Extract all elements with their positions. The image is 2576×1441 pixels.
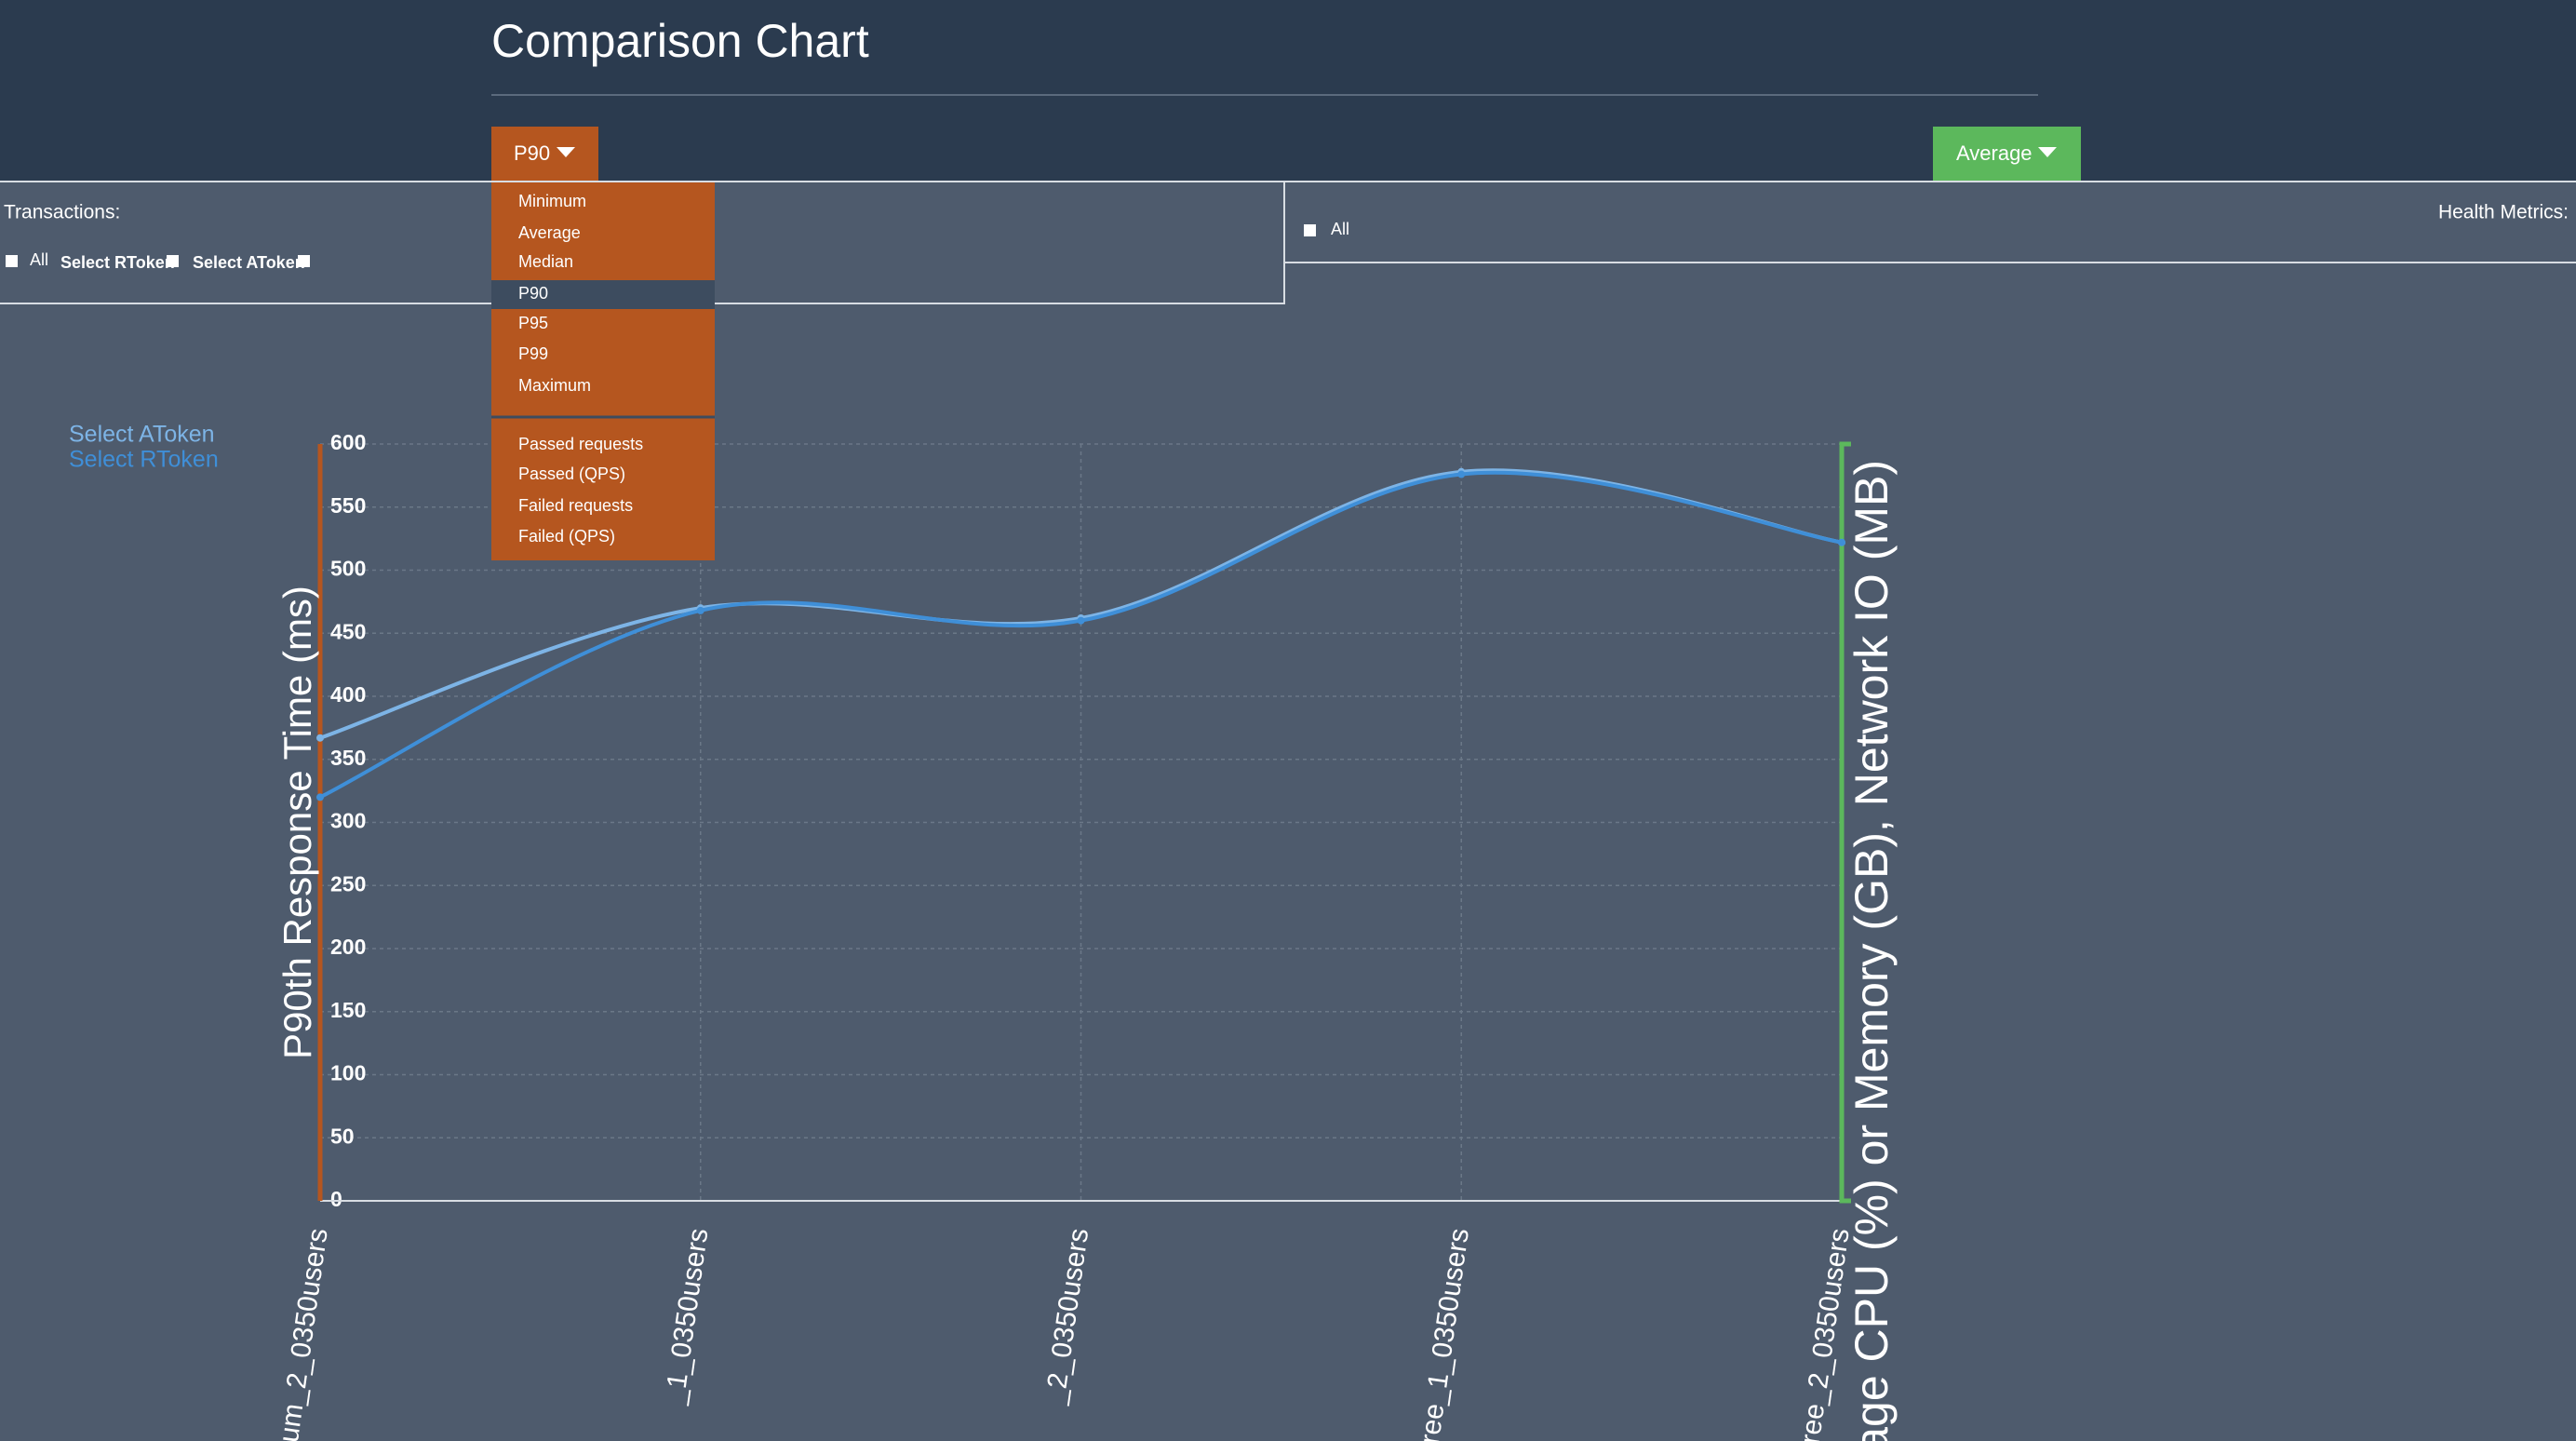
checkbox[interactable] [167, 255, 179, 267]
y-tick-label: 450 [330, 619, 366, 643]
health-button-label[interactable]: Average [1956, 141, 2033, 165]
checkbox[interactable] [1304, 224, 1316, 236]
menu-item[interactable]: Median [518, 252, 573, 271]
y2-axis-title: Average CPU (%) or Memory (GB), Network … [1845, 460, 1898, 1441]
menu-highlight [491, 280, 715, 309]
y-tick-label: 50 [330, 1124, 355, 1148]
y2-axis [1839, 441, 1851, 1204]
option-label[interactable]: All [1331, 220, 1349, 238]
menu-item[interactable]: Maximum [518, 376, 591, 395]
transactions-label: Transactions: [4, 202, 120, 223]
y-tick-label: 300 [330, 809, 366, 833]
menu-background [491, 182, 715, 560]
point [316, 793, 324, 801]
legend-entry[interactable]: Select AToken [69, 422, 215, 448]
option-label[interactable]: All [30, 250, 48, 269]
point [1838, 538, 1845, 546]
caret [2038, 147, 2057, 157]
option-label[interactable]: Select AToken [193, 253, 305, 272]
y-tick-label: 100 [330, 1061, 366, 1085]
page-title: Comparison Chart [491, 15, 869, 67]
y-tick-label: 600 [330, 430, 366, 454]
ui: Comparison Chart P90 Average Transaction… [0, 0, 2576, 560]
y-tick-label: 400 [330, 682, 366, 707]
caret [557, 147, 575, 157]
menu-item[interactable]: Failed requests [518, 496, 633, 515]
menu-item[interactable]: P99 [518, 344, 548, 363]
y-axis-title: P90th Response Time (ms) [275, 586, 319, 1059]
header-band [0, 0, 2576, 181]
health-button[interactable] [1933, 127, 2081, 181]
point [696, 606, 704, 614]
checkbox[interactable] [6, 255, 18, 267]
y-tick-label: 550 [330, 493, 366, 518]
y-tick-label: 0 [330, 1187, 342, 1211]
dropdown-menu: Minimum Average Median P90 P95 P99 Maximum Pass… [491, 182, 715, 560]
point [316, 734, 324, 742]
metric-button[interactable] [491, 127, 598, 181]
point [1457, 470, 1466, 478]
option-label[interactable]: Select RToken [60, 253, 175, 272]
menu-item[interactable]: P90 [518, 284, 548, 303]
y-tick-label: 250 [330, 871, 366, 896]
y-tick-label: 500 [330, 557, 366, 581]
health-label: Health Metrics: [2438, 202, 2569, 223]
y-tick-label: 200 [330, 935, 366, 959]
checkbox[interactable] [298, 255, 310, 267]
menu-item[interactable]: Average [518, 223, 581, 242]
health-panel [1284, 181, 2576, 263]
metric-button-label[interactable]: P90 [514, 141, 550, 165]
menu-item[interactable]: Failed (QPS) [518, 527, 615, 545]
menu-item[interactable]: Passed requests [518, 435, 643, 453]
legend-entry[interactable]: Select RToken [69, 447, 219, 473]
y-tick-label: 150 [330, 998, 366, 1022]
menu-item[interactable]: Passed (QPS) [518, 465, 625, 483]
point [1077, 616, 1085, 625]
menu-item[interactable]: Minimum [518, 192, 586, 210]
menu-item[interactable]: P95 [518, 314, 548, 332]
y-tick-label: 350 [330, 746, 366, 770]
